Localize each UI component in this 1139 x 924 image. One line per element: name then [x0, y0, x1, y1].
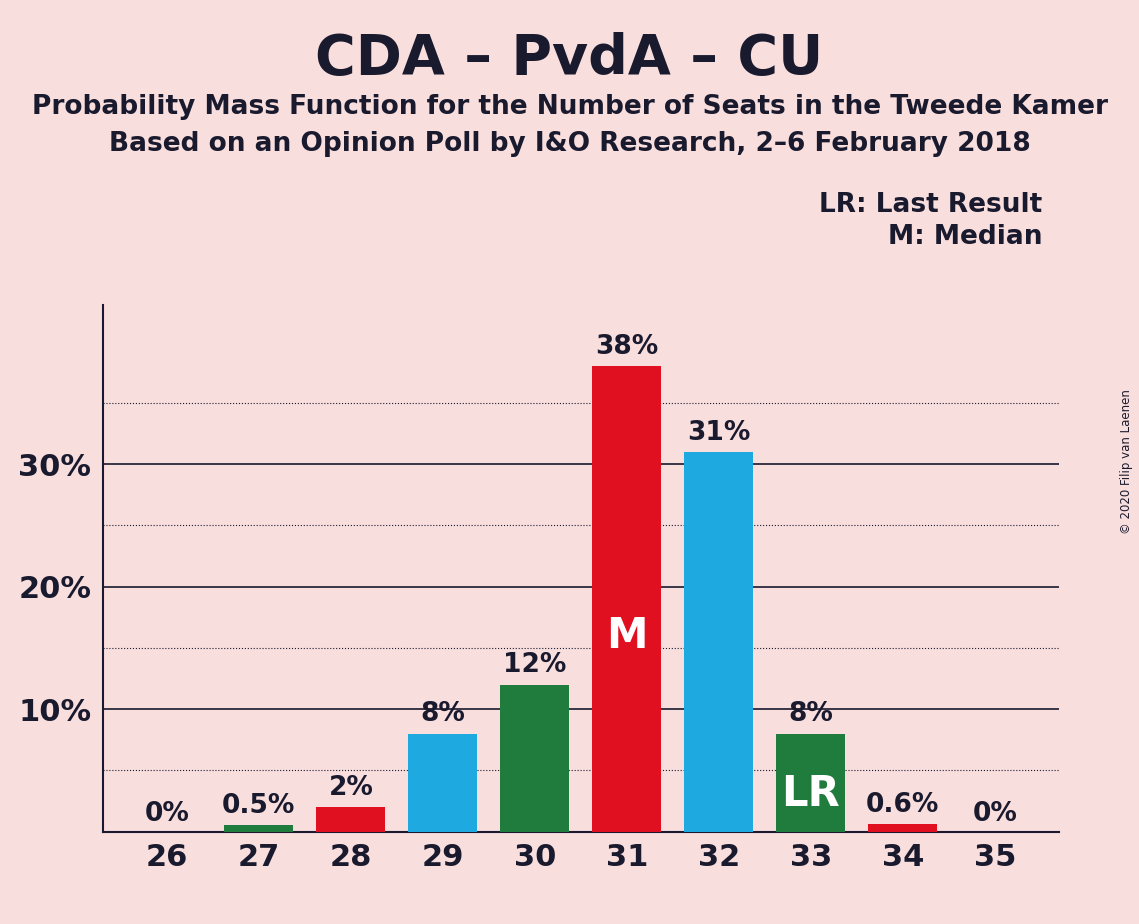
Text: © 2020 Filip van Laenen: © 2020 Filip van Laenen	[1121, 390, 1133, 534]
Text: 38%: 38%	[596, 334, 658, 360]
Text: 2%: 2%	[328, 775, 374, 801]
Text: M: Median: M: Median	[887, 224, 1042, 249]
Bar	[777, 734, 845, 832]
Text: LR: Last Result: LR: Last Result	[819, 192, 1042, 218]
Bar	[224, 825, 294, 832]
Text: Probability Mass Function for the Number of Seats in the Tweede Kamer: Probability Mass Function for the Number…	[32, 94, 1107, 120]
Text: LR: LR	[781, 773, 841, 815]
Text: M: M	[606, 615, 648, 657]
Bar	[317, 807, 385, 832]
Text: 0.5%: 0.5%	[222, 794, 296, 820]
Text: Based on an Opinion Poll by I&O Research, 2–6 February 2018: Based on an Opinion Poll by I&O Research…	[108, 131, 1031, 157]
Bar	[685, 452, 753, 832]
Bar	[592, 366, 662, 832]
Text: CDA – PvdA – CU: CDA – PvdA – CU	[316, 32, 823, 86]
Text: 0%: 0%	[145, 801, 189, 827]
Text: 12%: 12%	[503, 652, 566, 678]
Bar	[409, 734, 477, 832]
Bar	[500, 685, 570, 832]
Bar	[868, 824, 937, 832]
Text: 8%: 8%	[420, 701, 466, 727]
Text: 31%: 31%	[687, 419, 751, 445]
Text: 0.6%: 0.6%	[866, 792, 940, 818]
Text: 8%: 8%	[788, 701, 834, 727]
Text: 0%: 0%	[973, 801, 1017, 827]
